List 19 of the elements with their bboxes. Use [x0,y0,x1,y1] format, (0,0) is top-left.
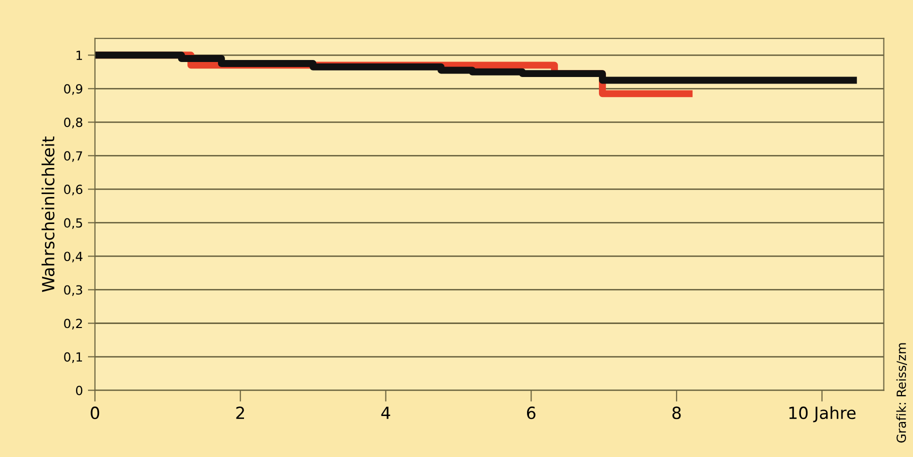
x-tick-label: 6 [527,406,536,420]
y-tick-label: 0,2 [64,318,82,330]
y-tick-label: 0,4 [64,252,82,262]
x-tick-label: 2 [236,406,244,419]
y-tick-label: 0,3 [64,285,82,296]
y-tick-label: 0,1 [64,352,82,363]
y-tick-label: 0,6 [64,184,82,196]
x-tick-label: 10 Jahre [789,406,856,422]
x-tick-label: 4 [381,406,390,419]
x-tick-label: 0 [90,406,100,420]
x-tick-label: 8 [672,406,681,420]
y-tick-label: 0,7 [64,151,82,162]
y-tick-label: 0,5 [64,218,82,229]
y-tick-label: 0,9 [64,84,82,95]
y-tick-label: 0 [76,386,82,396]
text: Grafik: Reiss/zm [896,343,907,443]
y-tick-label: 0,8 [64,118,82,128]
y-tick-label: 1 [76,50,82,60]
y-axis-title: Wahrscheinlichkeit [42,136,54,292]
